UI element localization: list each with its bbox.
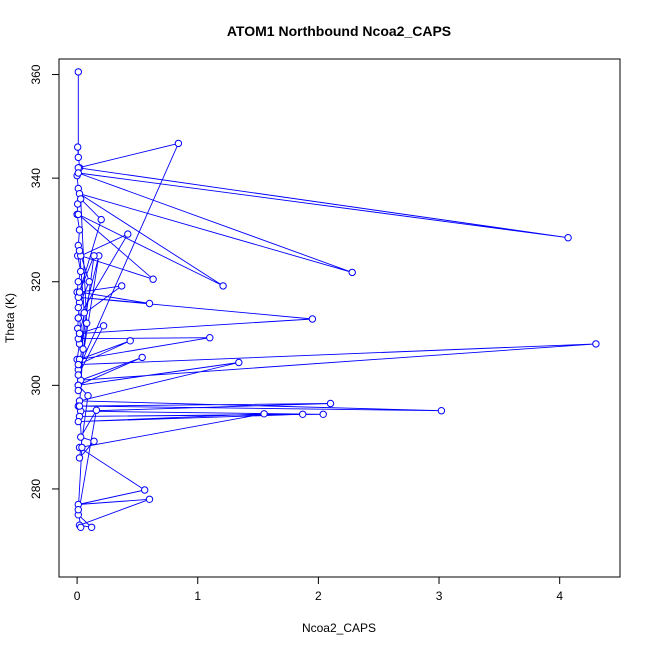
data-point xyxy=(592,340,600,348)
data-point xyxy=(75,454,84,462)
data-point xyxy=(124,230,132,238)
x-tick-label: 4 xyxy=(556,589,563,603)
data-point xyxy=(74,278,83,286)
x-tick-label: 0 xyxy=(74,589,81,603)
data-point xyxy=(74,386,83,395)
data-point xyxy=(260,410,268,418)
data-point xyxy=(74,143,82,151)
data-point xyxy=(326,399,335,408)
series-line xyxy=(76,71,596,529)
data-point xyxy=(77,433,85,441)
y-tick-label: 300 xyxy=(29,375,43,395)
data-point xyxy=(174,139,183,148)
data-point xyxy=(79,345,87,353)
data-point xyxy=(77,267,85,276)
x-axis-label: Ncoa2_CAPS xyxy=(302,621,376,635)
data-point xyxy=(85,278,93,286)
x-tick-label: 2 xyxy=(315,589,322,603)
data-point xyxy=(78,443,86,452)
data-point xyxy=(83,319,91,327)
y-tick-label: 340 xyxy=(29,168,43,188)
data-point xyxy=(74,68,83,76)
data-point xyxy=(74,314,83,322)
data-point xyxy=(74,417,83,426)
data-point xyxy=(97,215,105,224)
data-point xyxy=(74,506,83,514)
data-point xyxy=(74,169,83,177)
data-point xyxy=(145,495,154,503)
data-point xyxy=(118,282,126,290)
data-point xyxy=(74,360,83,369)
data-point xyxy=(90,252,98,260)
x-tick-label: 1 xyxy=(194,589,201,603)
data-point xyxy=(219,282,227,290)
data-point xyxy=(75,402,84,410)
data-point xyxy=(141,486,149,494)
data-point xyxy=(75,247,84,255)
x-tick-label: 3 xyxy=(436,589,443,603)
data-point xyxy=(99,322,108,330)
data-point xyxy=(92,406,101,414)
y-axis: 280 300 320 340 360 xyxy=(29,64,60,499)
data-point xyxy=(437,407,446,415)
plot-frame xyxy=(58,58,621,578)
data-point xyxy=(299,410,307,418)
x-axis: 0 1 2 3 4 xyxy=(74,576,563,603)
data-point xyxy=(564,234,572,242)
data-point xyxy=(235,358,243,367)
data-point xyxy=(138,353,146,362)
y-axis-label: Theta (K) xyxy=(3,293,17,343)
data-point xyxy=(75,226,84,234)
data-point xyxy=(319,410,327,418)
data-point xyxy=(74,153,83,162)
chart-title: ATOM1 Northbound Ncoa2_CAPS xyxy=(227,23,451,39)
data-point xyxy=(149,275,157,283)
y-tick-label: 280 xyxy=(29,479,43,499)
data-point xyxy=(75,288,84,296)
data-point xyxy=(90,437,98,445)
y-tick-label: 320 xyxy=(29,271,43,291)
data-point xyxy=(77,523,85,531)
data-point xyxy=(74,371,83,379)
data-point xyxy=(84,392,92,400)
data-point xyxy=(74,210,83,219)
data-point xyxy=(145,299,154,308)
data-point xyxy=(87,523,96,531)
y-tick-label: 360 xyxy=(29,64,43,84)
data-point xyxy=(74,303,83,312)
data-point xyxy=(80,309,89,317)
data-point xyxy=(77,195,85,203)
series-layer xyxy=(73,68,600,531)
data-point xyxy=(308,315,317,323)
data-point xyxy=(206,334,214,342)
data-point xyxy=(348,268,356,277)
data-point xyxy=(126,337,134,345)
data-point xyxy=(75,329,84,338)
